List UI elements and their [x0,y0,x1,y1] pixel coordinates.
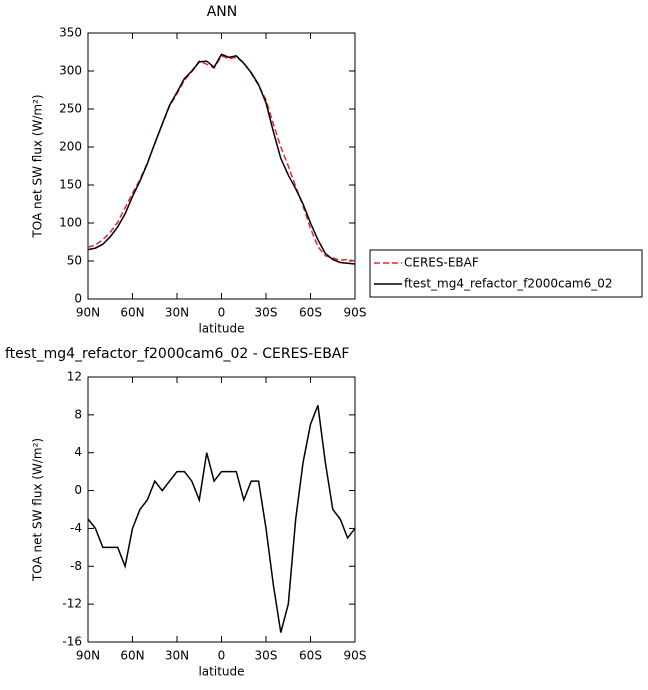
x-tick-label: 60S [299,649,322,663]
y-tick-label: 0 [74,292,82,306]
x-tick-label: 30S [255,306,278,320]
y-tick-label: 0 [74,483,82,497]
y-tick-label: 250 [59,102,82,116]
legend-box [369,249,643,298]
x-tick-label: 90N [76,306,100,320]
y-tick-label: -12 [62,597,82,611]
x-tick-label: 90N [76,649,100,663]
y-tick-label: -16 [62,635,82,649]
y-tick-label: 100 [59,216,82,230]
plot-frame [87,32,356,300]
x-tick-label: 0 [218,306,226,320]
y-axis-label: TOA net SW flux (W/m²) [31,94,45,238]
y-tick-label: -4 [70,521,82,535]
y-tick-label: -8 [70,559,82,573]
y-tick-label: 300 [59,64,82,78]
x-axis-label: latitude [198,665,244,679]
plot-frame [87,376,356,643]
x-tick-label: 90S [344,306,367,320]
legend-label: ftest_mg4_refactor_f2000cam6_02 [404,277,613,291]
data-line [87,53,356,265]
y-tick-label: 12 [67,370,82,384]
x-tick-label: 90S [344,649,367,663]
y-tick-label: 150 [59,178,82,192]
data-line [87,405,356,633]
chart-title: ANN [207,4,238,20]
x-tick-label: 60S [299,306,322,320]
x-axis-label: latitude [198,322,244,336]
x-tick-label: 60N [120,649,144,663]
y-tick-label: 4 [74,445,82,459]
y-axis-label: TOA net SW flux (W/m²) [31,438,45,582]
x-tick-label: 0 [218,649,226,663]
data-line [87,54,356,262]
x-tick-label: 30N [165,306,189,320]
legend-label: CERES-EBAF [404,256,479,270]
y-tick-label: 8 [74,407,82,421]
y-tick-label: 200 [59,140,82,154]
y-tick-label: 50 [67,254,82,268]
x-tick-label: 30N [165,649,189,663]
x-tick-label: 60N [120,306,144,320]
x-tick-label: 30S [255,649,278,663]
y-tick-label: 350 [59,26,82,40]
chart-title: ftest_mg4_refactor_f2000cam6_02 - CERES-… [5,346,349,362]
